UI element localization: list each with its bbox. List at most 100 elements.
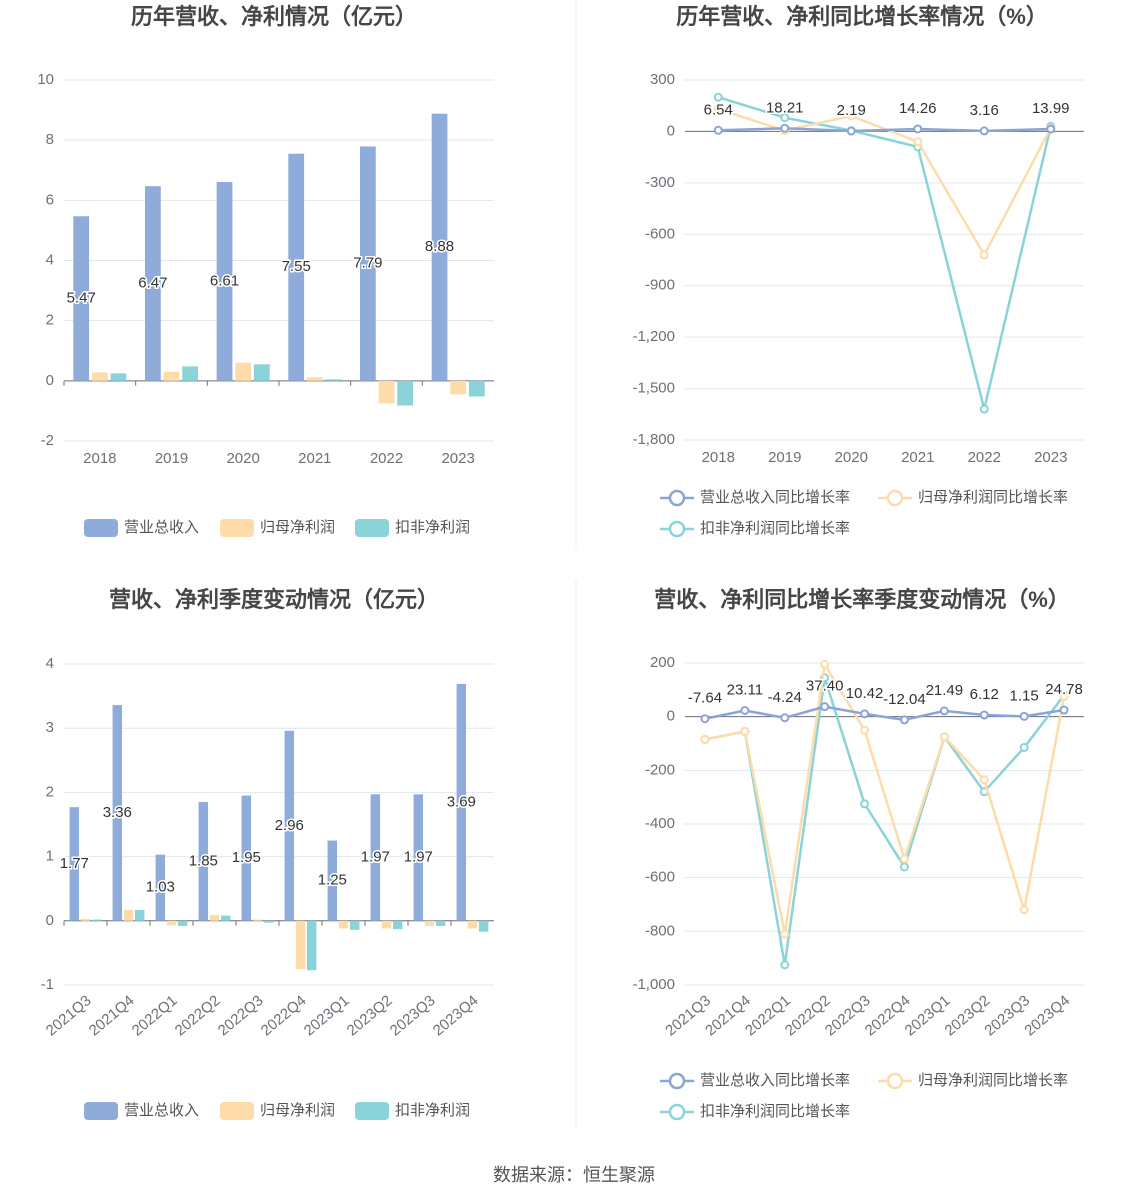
data-label: 7.79: [353, 255, 382, 272]
x-tick-label: 2019: [155, 450, 188, 467]
legend-swatch: [84, 1102, 118, 1120]
bar: [182, 366, 199, 381]
x-tick-label: 2021Q3: [43, 992, 95, 1039]
data-label: 6.61: [210, 272, 239, 289]
point: [979, 404, 989, 414]
legend-label: 营业总收入: [124, 519, 199, 536]
point: [939, 706, 949, 716]
y-tick-label: 1: [46, 848, 54, 865]
bar: [220, 915, 231, 921]
data-label: 18.21: [766, 99, 804, 116]
series-line: [704, 660, 1066, 935]
x-tick-label: 2021Q4: [86, 992, 138, 1039]
legend-label: 营业总收入: [124, 1102, 199, 1119]
source-note: 数据来源：恒生聚源: [493, 1165, 655, 1185]
legend-swatch: [886, 1072, 904, 1090]
point: [780, 713, 790, 723]
legend-label: 营业总收入同比增长率: [700, 1072, 850, 1089]
data-label: 2.19: [837, 102, 866, 119]
y-tick-label: -600: [645, 225, 675, 242]
chart-title: 历年营收、净利情况（亿元）: [131, 4, 417, 29]
bar: [467, 920, 478, 929]
data-label: -4.24: [768, 689, 802, 706]
bar: [327, 840, 338, 921]
bar: [338, 920, 349, 929]
x-tick-label: 2021: [901, 449, 934, 466]
y-tick-label: 0: [46, 912, 54, 929]
point: [899, 715, 909, 725]
x-tick-label: 2022Q2: [172, 992, 224, 1039]
legend-label: 归母净利润: [260, 1102, 335, 1119]
series-line: [717, 95, 1052, 410]
bar: [397, 380, 414, 406]
data-label: 7.55: [282, 258, 311, 275]
point: [1046, 124, 1056, 134]
legend-label: 归母净利润同比增长率: [918, 1072, 1068, 1089]
y-tick-label: 300: [650, 71, 675, 88]
chart-title: 历年营收、净利同比增长率情况（%）: [676, 4, 1048, 29]
x-tick-label: 2023Q4: [1021, 992, 1073, 1039]
x-tick-label: 2023: [441, 450, 474, 467]
data-label: 21.49: [926, 682, 964, 699]
x-tick-label: 2022Q4: [258, 992, 310, 1039]
x-tick-label: 2021: [298, 450, 331, 467]
bar: [325, 379, 342, 381]
data-label: 10.42: [846, 685, 884, 702]
y-tick-label: -800: [645, 922, 675, 939]
point: [846, 111, 856, 121]
data-label: 1.15: [1010, 687, 1039, 704]
data-label: 6.12: [970, 686, 999, 703]
data-label: 13.99: [1032, 100, 1070, 117]
bar: [73, 216, 90, 381]
legend-label: 营业总收入同比增长率: [700, 489, 850, 506]
legend-swatch: [668, 1072, 686, 1090]
data-label: 3.16: [970, 102, 999, 119]
legend-swatch: [886, 489, 904, 507]
point: [860, 709, 870, 719]
series-line: [704, 677, 1066, 966]
data-label: -7.64: [688, 690, 722, 707]
bar: [349, 920, 360, 930]
point: [1059, 692, 1069, 702]
bar: [288, 153, 305, 381]
bar: [177, 920, 188, 926]
data-label: 1.95: [232, 849, 261, 866]
point: [740, 726, 750, 736]
x-tick-label: 2023Q3: [387, 992, 439, 1039]
x-tick-label: 2019: [768, 449, 801, 466]
series-line: [718, 127, 1051, 133]
bar: [456, 683, 467, 921]
legend-swatch: [220, 1102, 254, 1120]
point: [820, 659, 830, 669]
bar: [263, 920, 274, 923]
y-tick-label: -1,200: [632, 328, 675, 345]
x-tick-label: 2023Q2: [344, 992, 396, 1039]
point: [713, 125, 723, 135]
bar: [112, 705, 123, 921]
point: [713, 92, 723, 102]
x-tick-label: 2022: [968, 449, 1001, 466]
point: [979, 126, 989, 136]
chart-title: 营收、净利同比增长率季度变动情况（%）: [654, 587, 1070, 612]
y-tick-label: 3: [46, 719, 54, 736]
data-label: 23.11: [727, 681, 763, 698]
y-tick-label: -1,800: [632, 431, 675, 448]
chart-title: 营收、净利季度变动情况（亿元）: [109, 587, 439, 612]
data-label: 1.85: [189, 852, 218, 869]
point: [939, 732, 949, 742]
x-tick-label: 2020: [835, 449, 868, 466]
bar: [235, 362, 252, 381]
bar: [378, 380, 395, 404]
point: [913, 124, 923, 134]
point: [860, 799, 870, 809]
point: [979, 710, 989, 720]
bar: [166, 920, 177, 926]
data-label: 24.78: [1045, 681, 1083, 698]
bar: [91, 372, 108, 381]
point: [979, 250, 989, 260]
point: [1019, 743, 1029, 753]
y-tick-label: 2: [46, 783, 54, 800]
bar: [144, 186, 161, 381]
y-tick-label: -2: [41, 432, 54, 449]
point: [780, 960, 790, 970]
